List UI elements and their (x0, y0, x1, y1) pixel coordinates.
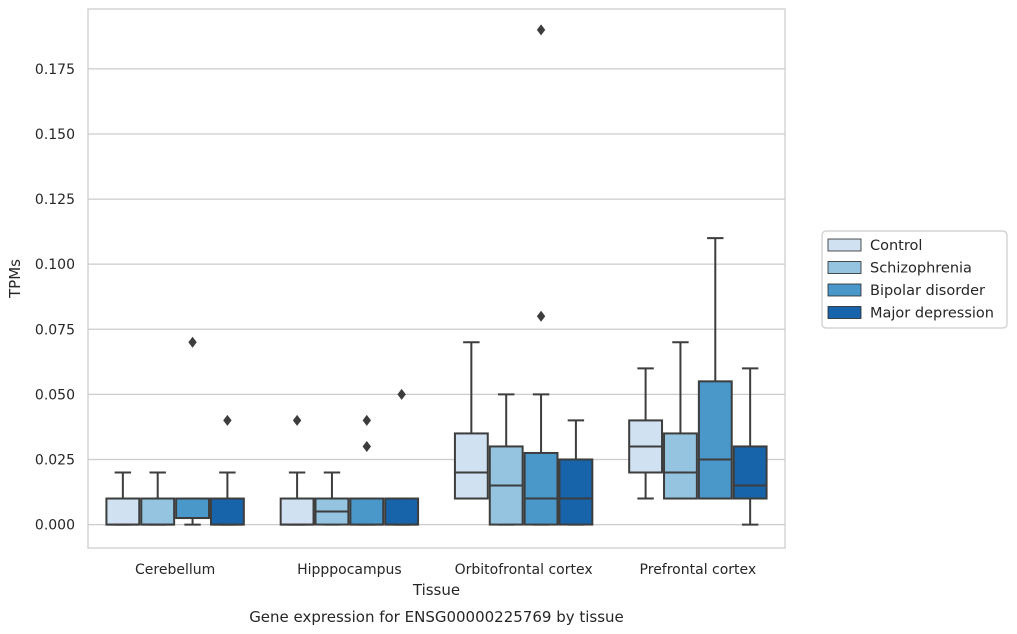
legend-label-bipolar-disorder: Bipolar disorder (870, 283, 985, 299)
y-axis-label: TPMs (6, 259, 24, 299)
box-control-hipppocampus (279, 414, 315, 526)
box-iqr (663, 432, 698, 500)
outlier-point (188, 336, 197, 348)
legend-frame (821, 230, 1008, 329)
box-major-depression-cerebellum (209, 414, 245, 526)
box-marks (105, 24, 768, 526)
box-bipolar-disorder-orbitofrontal-cortex (523, 24, 559, 526)
grid (88, 68, 785, 526)
box-bipolar-disorder-prefrontal-cortex (697, 237, 733, 500)
box-iqr (523, 451, 559, 526)
x-axis-ticks: Cerebellum Hipppocampus Orbitofrontal cort… (135, 562, 756, 578)
box-control-prefrontal-cortex (628, 367, 664, 500)
x-tick-label: Hipppocampus (297, 562, 402, 578)
legend-swatch-bipolar-disorder (827, 283, 862, 297)
box-control-cerebellum (105, 471, 141, 526)
y-tick-label: 0.050 (35, 387, 75, 403)
plot-frame (87, 8, 786, 549)
legend-swatch-major-depression (827, 306, 862, 319)
x-axis-label: Tissue (412, 581, 460, 599)
box-schizophrenia-prefrontal-cortex (663, 341, 698, 500)
legend-label-schizophrenia: Schizophrenia (870, 261, 972, 277)
box-bipolar-disorder-hipppocampus (349, 414, 385, 526)
legend-label-control: Control (870, 238, 922, 254)
y-axis-ticks: 0.000 0.025 0.050 0.075 0.100 0.125 0.150 0.175 (35, 62, 75, 534)
box-schizophrenia-cerebellum (140, 471, 176, 526)
box-iqr (105, 497, 141, 526)
box-iqr (140, 497, 176, 526)
box-iqr (697, 380, 733, 500)
y-tick-label: 0.025 (35, 452, 75, 468)
box-control-orbitofrontal-cortex (453, 341, 489, 500)
box-iqr (279, 497, 315, 526)
legend-swatch-control (827, 238, 862, 252)
box-iqr (732, 445, 768, 500)
box-bipolar-disorder-cerebellum (175, 336, 210, 526)
y-tick-label: 0.075 (35, 322, 75, 338)
legend-label-major-depression: Major depression (870, 306, 994, 322)
y-tick-label: 0.125 (35, 192, 75, 208)
box-iqr (453, 432, 489, 500)
x-tick-label: Cerebellum (135, 562, 215, 578)
y-tick-label: 0.150 (35, 127, 75, 143)
box-major-depression-orbitofrontal-cortex (558, 419, 594, 526)
box-major-depression-prefrontal-cortex (732, 367, 768, 526)
outlier-point (362, 440, 371, 452)
outlier-point (397, 388, 406, 400)
y-tick-label: 0.000 (35, 518, 75, 534)
box-schizophrenia-hipppocampus (314, 471, 350, 526)
y-tick-label: 0.100 (35, 257, 75, 273)
chart-caption: Gene expression for ENSG00000225769 by t… (249, 608, 624, 626)
outlier-point (223, 414, 232, 426)
box-iqr (175, 497, 210, 520)
y-tick-label: 0.175 (35, 62, 75, 78)
box-major-depression-hipppocampus (384, 388, 420, 526)
outlier-point (292, 414, 302, 426)
box-iqr (384, 497, 420, 526)
x-tick-label: Prefrontal cortex (640, 562, 757, 578)
legend-swatch-schizophrenia (827, 261, 862, 274)
box-iqr (209, 497, 245, 526)
box-iqr (558, 458, 594, 526)
legend: Control Schizophrenia Bipolar disorder Majo… (821, 230, 1008, 329)
outlier-point (536, 24, 546, 36)
outlier-point (536, 310, 546, 322)
x-tick-label: Orbitofrontal cortex (455, 562, 593, 578)
box-schizophrenia-orbitofrontal-cortex (488, 393, 524, 526)
outlier-point (362, 414, 371, 426)
box-iqr (349, 497, 385, 526)
